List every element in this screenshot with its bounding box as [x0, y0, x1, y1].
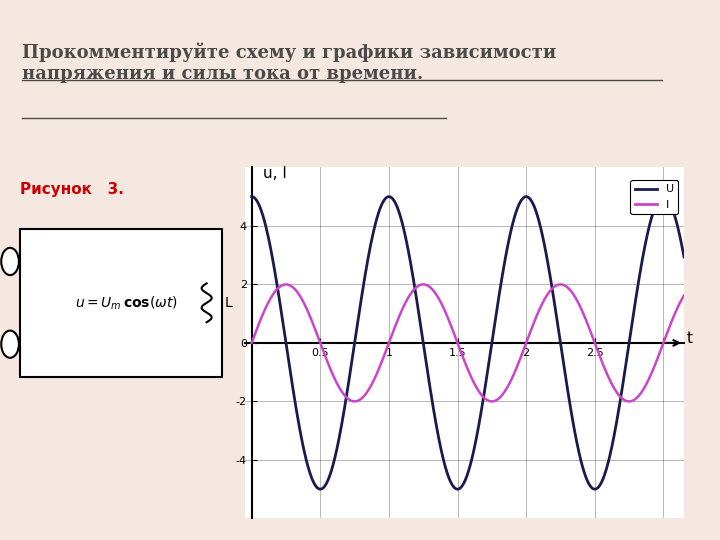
Text: Рисунок   3.: Рисунок 3. — [20, 183, 124, 197]
Text: L: L — [225, 296, 232, 310]
Circle shape — [1, 248, 19, 275]
Text: Прокомментируйте схему и графики зависимости
напряжения и силы тока от времени.: Прокомментируйте схему и графики зависим… — [22, 42, 556, 83]
Text: t: t — [687, 331, 693, 346]
Text: u, I: u, I — [263, 166, 287, 181]
Circle shape — [1, 330, 19, 358]
FancyBboxPatch shape — [20, 229, 222, 377]
Legend: U, I: U, I — [630, 180, 678, 214]
Text: $u = U_m\,\mathbf{cos}(\omega t)$: $u = U_m\,\mathbf{cos}(\omega t)$ — [75, 294, 177, 312]
